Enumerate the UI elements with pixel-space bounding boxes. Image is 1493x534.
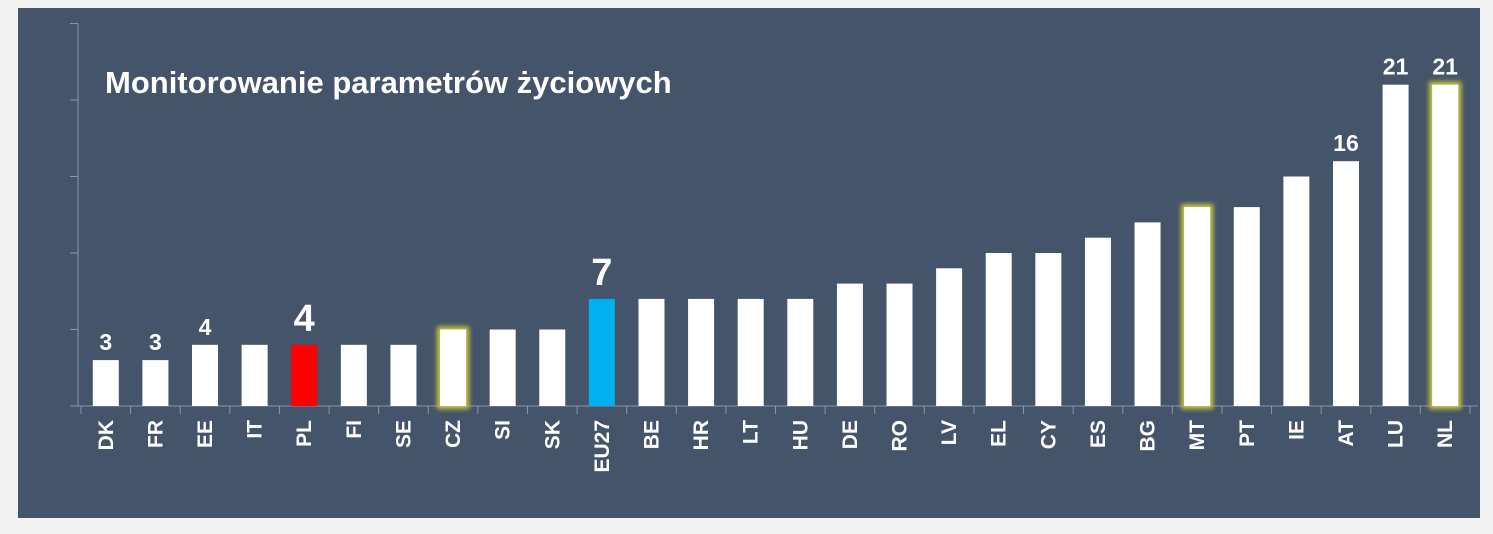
- x-tick-label: BE: [640, 420, 663, 449]
- bar: [588, 298, 615, 406]
- x-tick-label: SK: [541, 420, 564, 449]
- x-tick-label: FR: [144, 420, 167, 448]
- x-tick-label: PL: [293, 420, 316, 447]
- x-tick-label: DE: [839, 420, 862, 449]
- x-tick-label: LU: [1385, 420, 1408, 448]
- x-tick-label: EE: [194, 420, 217, 448]
- x-tick-label: MT: [1186, 420, 1209, 450]
- bar: [1432, 84, 1459, 406]
- bar: [92, 360, 119, 406]
- bar: [1382, 84, 1409, 406]
- bar: [340, 344, 367, 406]
- x-tick-label: EU27: [591, 420, 614, 473]
- x-tick-label: RO: [889, 420, 912, 452]
- data-label: 21: [1432, 54, 1458, 80]
- x-tick-label: CY: [1037, 420, 1060, 449]
- bar: [390, 344, 417, 406]
- bar: [936, 268, 963, 406]
- bar: [539, 329, 566, 406]
- data-label: 16: [1333, 130, 1359, 156]
- bar: [192, 344, 219, 406]
- x-tick-label: FI: [343, 420, 366, 439]
- x-tick-label: CZ: [442, 420, 465, 448]
- x-tick-label: IT: [244, 420, 267, 439]
- bar: [1283, 176, 1310, 406]
- bar: [737, 298, 764, 406]
- bar: [836, 283, 863, 406]
- data-label: 4: [199, 314, 212, 340]
- x-tick-label: HU: [789, 420, 812, 450]
- bar: [886, 283, 913, 406]
- bar: [787, 298, 814, 406]
- data-label: 3: [99, 329, 112, 355]
- x-tick-label: IE: [1285, 420, 1308, 440]
- x-tick-label: AT: [1335, 420, 1358, 447]
- data-label: 4: [294, 298, 315, 340]
- x-tick-label: HR: [690, 420, 713, 450]
- bar: [241, 344, 268, 406]
- bar: [489, 329, 516, 406]
- bar: [142, 360, 169, 406]
- bar: [688, 298, 715, 406]
- x-tick-label: SI: [492, 420, 515, 440]
- x-tick-label: SE: [392, 420, 415, 448]
- data-label: 21: [1383, 54, 1409, 80]
- chart-title: Monitorowanie parametrów życiowych: [105, 65, 672, 100]
- x-tick-label: DK: [95, 420, 118, 450]
- bar: [291, 344, 318, 406]
- bar: [638, 298, 665, 406]
- x-tick-label: LT: [740, 420, 763, 444]
- bar: [985, 253, 1012, 406]
- x-tick-label: NL: [1434, 420, 1457, 448]
- data-label: 3: [149, 329, 162, 355]
- data-label: 7: [591, 252, 612, 294]
- bar: [1184, 207, 1211, 406]
- bar: [1332, 161, 1359, 406]
- x-tick-label: PT: [1236, 420, 1259, 447]
- bar: [440, 329, 467, 406]
- x-tick-label: ES: [1087, 420, 1110, 448]
- bar: [1233, 207, 1260, 406]
- bar: [1134, 222, 1161, 406]
- bar: [1084, 237, 1111, 406]
- x-tick-label: EL: [988, 420, 1011, 447]
- bar: [1035, 253, 1062, 406]
- x-tick-label: LV: [938, 420, 961, 445]
- x-tick-label: BG: [1137, 420, 1160, 452]
